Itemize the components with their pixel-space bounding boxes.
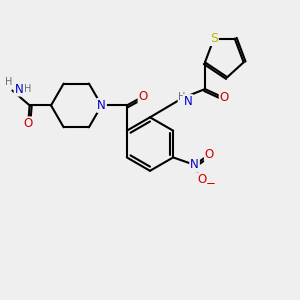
Text: O: O (197, 173, 207, 186)
Text: O: O (220, 92, 229, 104)
Text: N: N (190, 158, 199, 171)
Text: H: H (24, 84, 32, 94)
Text: N: N (97, 99, 106, 112)
Text: H: H (5, 77, 13, 87)
Text: H: H (178, 92, 186, 102)
Text: O: O (23, 117, 33, 130)
Text: N: N (184, 95, 192, 108)
Text: N: N (15, 82, 23, 96)
Text: O: O (139, 90, 148, 103)
Text: S: S (210, 32, 218, 45)
Text: −: − (206, 177, 215, 190)
Text: O: O (205, 148, 214, 161)
